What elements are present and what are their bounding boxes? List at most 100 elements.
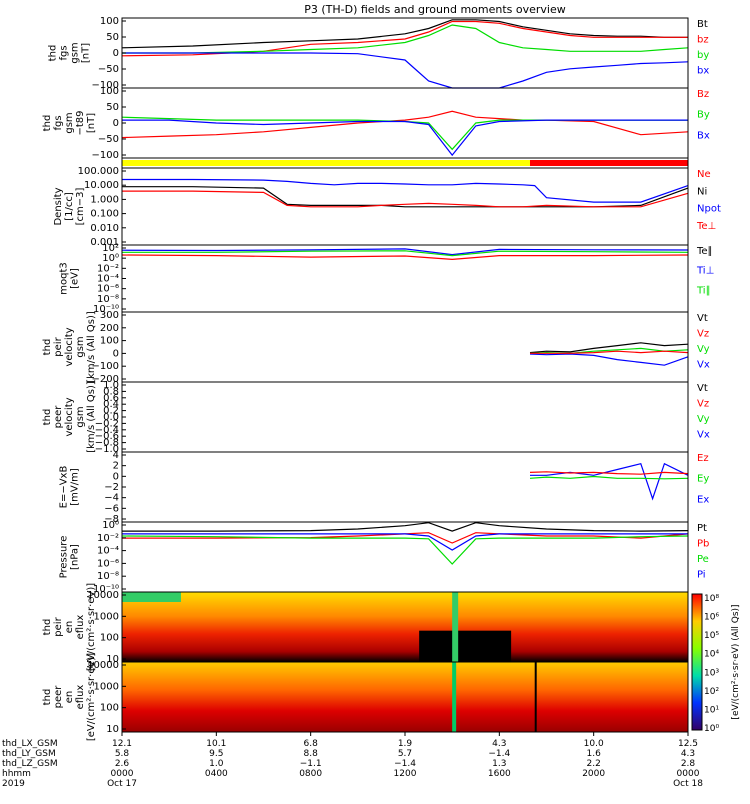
colorbar: 10⁸ 10⁶ 10⁵ 10⁴ 10³ 10² 10¹ 10⁰ [eV/(cm²·s·sr·eV… — [691, 593, 741, 734]
panel-peir-velocity: 300 200 1000 −100 −200 thd peir velocity gsm [km/… — [42, 310, 710, 385]
colorbar-tick: 10⁰ — [704, 724, 719, 734]
y-axis-label: [eV/(cm²·s·sr·eV)] — [86, 653, 97, 741]
mode-segment-1 — [529, 160, 688, 166]
y-tick-label: 0 — [113, 48, 119, 59]
x-tick-label: 10.1 — [206, 739, 226, 749]
y-tick-label: −50 — [98, 64, 119, 75]
y-axis-label: eflux — [75, 685, 86, 710]
series-Ex — [530, 462, 689, 501]
y-tick-label: 0.6 — [103, 393, 119, 404]
y-axis-label: thd — [42, 689, 53, 706]
x-tick-label: 4.3 — [681, 749, 695, 759]
y-axis-label: [km/s (All Qs)] — [86, 311, 97, 383]
legend-entry: Vt — [697, 383, 708, 394]
legend-entry: Ne — [697, 169, 711, 180]
x-tick-label: −1.1 — [300, 759, 322, 769]
legend-entry: Bt — [697, 19, 708, 30]
legend-entry: Ex — [697, 494, 709, 505]
panel-e-field: 420−2−4−6−8 E=−VxB [mV/m] Ez Ey Ex — [59, 450, 710, 525]
series-Tr — [121, 254, 689, 261]
x-row-label: thd_LZ_GSM — [2, 759, 58, 769]
colorbar-tick: 10⁶ — [704, 613, 719, 623]
y-tick-label: −8 — [104, 514, 119, 525]
panel-peer-velocity: 1.00.80.60.40.20.0−0.2−0.4−0.6−0.8−1.0 th… — [42, 380, 710, 455]
legend-entry: Bx — [697, 130, 710, 141]
legend-entry: Pe — [697, 554, 709, 565]
y-tick-label: 10² — [102, 243, 119, 254]
y-axis-label: [nPa] — [70, 544, 81, 570]
colorbar-label: [eV/(cm²·s·sr·eV) (All Qs)] — [731, 604, 741, 719]
y-axis-label: thd — [42, 115, 53, 132]
y-axis-label: [nT] — [86, 113, 97, 133]
y-tick-label: 200 — [100, 323, 119, 334]
y-axis-label: [nT] — [81, 43, 92, 63]
y-axis-label: gsm — [75, 336, 86, 357]
legend-entry: bz — [697, 35, 709, 46]
y-axis-label: velocity — [64, 327, 75, 366]
x-tick-label: 2000 — [582, 769, 605, 779]
y-tick-label: 10⁰ — [102, 520, 119, 531]
series-Bx — [122, 119, 688, 157]
x-row-label: thd_LY_GSM — [2, 749, 56, 759]
colorbar-tick: 10¹ — [704, 705, 719, 715]
y-tick-label: 0.4 — [103, 399, 119, 410]
legend-entry: Pi — [697, 570, 706, 581]
x-tick-label: −1.4 — [488, 749, 510, 759]
x-row-label: 2019 — [2, 779, 25, 789]
y-axis-label: moqt3 — [59, 262, 70, 295]
y-tick-label: −100 — [92, 150, 119, 161]
colorbar-tick: 10⁴ — [704, 650, 719, 660]
y-tick-label: 10⁰ — [102, 253, 119, 264]
series-Ni — [122, 186, 689, 208]
spectrogram-stripe — [452, 592, 459, 662]
x-tick-label: Oct 17 — [107, 779, 137, 789]
y-tick-label: −100 — [92, 361, 119, 372]
x-tick-label: 9.5 — [209, 749, 223, 759]
y-tick-label: 10⁻² — [97, 533, 119, 544]
x-tick-label: 1.6 — [587, 749, 602, 759]
panel-fgs-gsm: 100 50 0 −50 −100 thd fgs gsm [nT] Bt bz by bx — [48, 16, 710, 91]
x-tick-label: 6.8 — [304, 739, 319, 749]
legend-entry: By — [697, 110, 710, 121]
x-tick-label: 5.7 — [398, 749, 412, 759]
y-tick-label: 100.000 — [78, 166, 119, 177]
y-axis-label: peer — [53, 405, 64, 429]
spectrogram-stripe — [452, 662, 457, 732]
spectrogram-line — [534, 662, 537, 732]
y-axis-label: thd — [42, 339, 53, 356]
legend-entry: Vy — [697, 414, 710, 425]
series-Ne — [122, 190, 689, 208]
x-tick-label: −1.4 — [394, 759, 416, 769]
panel-frame — [121, 521, 689, 593]
legend-entry: Ti⊥ — [696, 266, 714, 277]
y-axis-label: [mV/m] — [70, 468, 81, 506]
y-tick-label: 100 — [100, 86, 119, 97]
y-tick-label: 10⁻⁸ — [97, 571, 119, 582]
panel-pressure: 10⁰ 10⁻² 10⁻⁴10⁻⁶ 10⁻⁸ 10⁻¹⁰ Pressure [nPa] Pt P… — [59, 520, 710, 595]
legend-entry: Te∥ — [696, 246, 713, 257]
y-axis-label: eflux — [75, 615, 86, 640]
x-tick-label: 0800 — [299, 769, 322, 779]
y-axis-label: fgs — [53, 115, 64, 130]
y-axis-label: thd — [48, 45, 59, 62]
panel-peer-eflux: 10000 1000 100 10 thd peer en eflux [eV/(cm²·s·s… — [42, 653, 689, 741]
x-tick-label: 8.8 — [304, 749, 319, 759]
chart-title: P3 (TH-D) fields and ground moments over… — [304, 3, 566, 16]
y-tick-label: −6 — [104, 503, 119, 514]
y-tick-label: 10 — [106, 724, 119, 735]
mode-segment-0 — [122, 160, 530, 166]
y-tick-label: 10⁻¹⁰ — [93, 304, 119, 315]
y-tick-label: 100 — [100, 633, 119, 644]
x-tick-label: 1200 — [394, 769, 417, 779]
y-axis-label: gsm — [64, 112, 75, 133]
y-tick-label: −1.0 — [95, 444, 119, 455]
y-tick-label: −50 — [98, 134, 119, 145]
x-tick-label: 4.3 — [492, 739, 506, 749]
y-axis-label: en — [64, 621, 75, 634]
y-tick-label: 0 — [113, 118, 119, 129]
spectrogram — [122, 662, 688, 732]
y-tick-label: 50 — [106, 102, 119, 113]
series-Vx — [529, 353, 689, 366]
x-tick-label: 0000 — [111, 769, 134, 779]
y-tick-label: 0.010 — [90, 223, 119, 234]
